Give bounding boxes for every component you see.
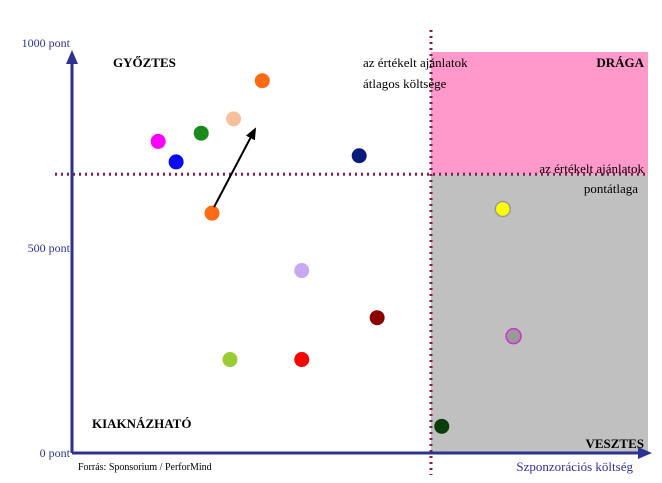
- cost-average-label-line2: átlagos költsége: [363, 76, 447, 91]
- movement-arrowhead: [246, 127, 257, 141]
- data-points: [150, 73, 522, 434]
- y-tick-label: 0 pont: [40, 446, 71, 460]
- data-point: [294, 263, 310, 279]
- data-point: [150, 133, 166, 149]
- data-point: [294, 352, 310, 368]
- vesztes-quadrant-fill: [431, 174, 648, 453]
- axes: [70, 62, 640, 455]
- data-point: [204, 205, 220, 221]
- data-point: [369, 310, 385, 326]
- data-point: [168, 154, 184, 170]
- x-axis-arrowhead: [638, 447, 652, 459]
- data-point: [351, 148, 367, 164]
- quadrant-label-gyoztes: GYŐZTES: [113, 55, 176, 70]
- data-point: [434, 418, 450, 434]
- y-tick-label: 500 pont: [28, 241, 71, 255]
- source-note: Forrás: Sponsorium / PerforMind: [78, 462, 212, 473]
- x-axis-label: Szponzorációs költség: [516, 459, 633, 474]
- data-point: [254, 73, 270, 89]
- data-point: [494, 200, 512, 218]
- data-point: [222, 352, 238, 368]
- score-average-label-line2: pontátlaga: [584, 181, 638, 196]
- quadrant-label-kiaknazhato: KIAKNÁZHATÓ: [92, 416, 191, 431]
- y-axis-arrowhead: [66, 50, 78, 64]
- data-point: [505, 327, 522, 345]
- data-point: [193, 125, 209, 141]
- score-average-label-line1: az értékelt ajánlatok: [539, 161, 644, 176]
- movement-arrow: [213, 128, 256, 208]
- quadrant-label-draga: DRÁGA: [596, 55, 644, 70]
- quadrant-label-vesztes: VESZTES: [585, 436, 644, 451]
- y-tick-labels: 1000 pont 500 pont 0 pont: [22, 36, 71, 460]
- draga-quadrant-fill: [431, 52, 648, 175]
- y-tick-label: 1000 pont: [22, 36, 71, 50]
- cost-average-label-line1: az értékelt ajánlatok: [363, 55, 468, 70]
- data-point: [226, 111, 242, 127]
